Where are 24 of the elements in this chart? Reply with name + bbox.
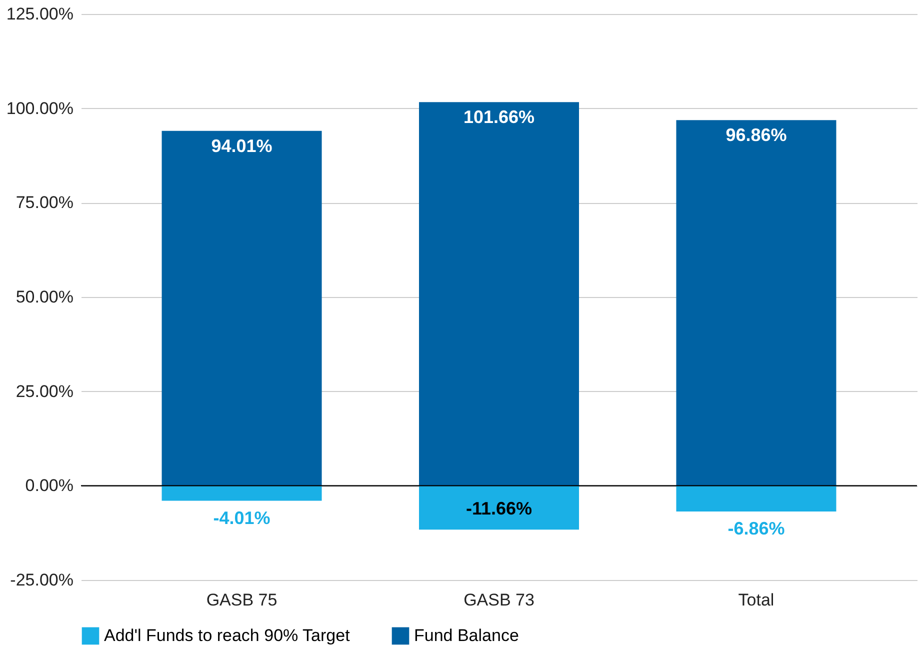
y-tick-label: 25.00% bbox=[16, 382, 74, 401]
data-label: -11.66% bbox=[466, 498, 532, 519]
x-tick-label: GASB 75 bbox=[206, 590, 278, 610]
bar bbox=[419, 102, 579, 486]
bar bbox=[162, 486, 322, 501]
legend-label: Add'l Funds to reach 90% Target bbox=[104, 626, 350, 645]
x-tick-label: Total bbox=[738, 590, 774, 610]
data-label: -6.86% bbox=[728, 518, 785, 539]
y-tick-label: 75.00% bbox=[16, 193, 74, 212]
data-label: 94.01% bbox=[211, 136, 272, 156]
bar bbox=[676, 486, 836, 512]
bar bbox=[162, 130, 322, 486]
data-label: 96.86% bbox=[726, 125, 787, 146]
x-tick-label: GASB 73 bbox=[464, 590, 534, 610]
y-tick-label: 100.00% bbox=[6, 98, 74, 118]
bar bbox=[419, 486, 579, 530]
data-label: 101.66% bbox=[463, 107, 535, 128]
data-label: -4.01% bbox=[213, 508, 270, 528]
legend-label: Fund Balance bbox=[414, 626, 519, 645]
y-tick-label: 125.00% bbox=[6, 4, 74, 24]
bar bbox=[676, 120, 836, 486]
y-tick-label: 50.00% bbox=[16, 288, 74, 306]
y-tick-label: 0.00% bbox=[25, 476, 74, 496]
y-tick-label: -25.00% bbox=[10, 570, 74, 590]
